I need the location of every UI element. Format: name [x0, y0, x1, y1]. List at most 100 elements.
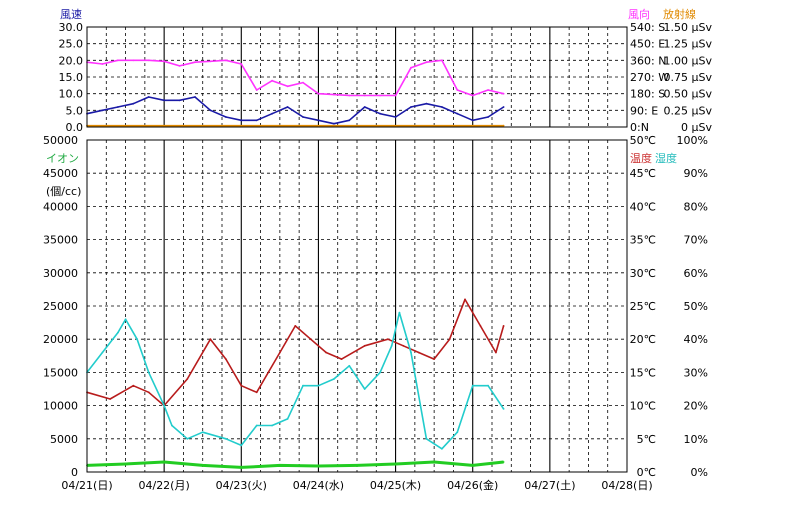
temperature-tick: 20℃ [630, 333, 656, 346]
series-point-bottom-2 [390, 344, 393, 347]
temperature-tick: 50℃ [630, 134, 656, 147]
radiation-tick: 0.50 μSv [664, 88, 713, 101]
bottom-panel-grid [87, 140, 627, 472]
wind-speed-tick: 5.0 [66, 104, 84, 117]
wind-dir-title: 風向 [628, 7, 650, 21]
series-point-bottom-2 [136, 338, 139, 341]
series-point-top-1 [394, 94, 397, 97]
series-point-bottom-0 [163, 461, 166, 463]
series-point-top-0 [471, 119, 474, 122]
top-panel-frame [86, 26, 628, 128]
series-point-top-1 [132, 59, 135, 62]
series-point-bottom-0 [279, 464, 281, 467]
x-axis-label: 04/21(日) [61, 479, 112, 492]
series-point-top-1 [209, 60, 212, 63]
series-point-top-1 [147, 59, 150, 62]
wind-dir-tick: 450: E [630, 38, 665, 51]
temperature-tick: 0℃ [637, 466, 656, 479]
series-point-bottom-0 [394, 463, 397, 465]
wind-speed-tick: 25.0 [59, 38, 84, 51]
series-point-bottom-0 [433, 461, 435, 463]
series-point-bottom-2 [201, 431, 204, 434]
temperature-tick: 30℃ [630, 267, 656, 280]
series-point-bottom-2 [171, 424, 173, 427]
series-point-bottom-2 [255, 424, 258, 427]
temperature-tick: 15℃ [630, 366, 656, 379]
series-point-top-0 [163, 99, 166, 102]
series-point-bottom-2 [425, 437, 428, 440]
humidity-tick: 0% [691, 466, 708, 479]
x-axis-label: 04/27(土) [524, 479, 575, 492]
radiation-tick: 0.75 μSv [664, 71, 713, 84]
humidity-tick: 60% [684, 267, 708, 280]
series-point-bottom-1 [309, 338, 312, 341]
wind-dir-tick: 270: W [630, 71, 669, 84]
series-point-bottom-1 [464, 298, 466, 301]
series-point-bottom-0 [317, 465, 320, 467]
series-point-top-0 [240, 119, 243, 122]
top-panel-grid [87, 27, 627, 127]
wind-speed-tick: 10.0 [59, 88, 84, 101]
series-point-bottom-1 [225, 358, 227, 360]
humidity-tick: 10% [684, 433, 708, 446]
ion-tick: 10000 [43, 400, 78, 413]
series-point-top-0 [410, 106, 412, 108]
wind-dir-tick: 90: E [630, 104, 658, 117]
series-point-bottom-1 [363, 344, 366, 347]
humidity-tick: 70% [684, 234, 708, 247]
series-point-bottom-2 [348, 364, 351, 367]
series-line-bottom-1 [86, 298, 505, 407]
temperature-title: 温度 [630, 151, 652, 165]
ion-tick: 40000 [43, 200, 78, 213]
series-point-bottom-1 [255, 391, 258, 394]
series-point-top-1 [255, 89, 258, 91]
series-point-bottom-2 [333, 378, 335, 380]
series-point-top-1 [425, 61, 428, 64]
wind-dir-tick: 540: S [630, 21, 665, 34]
series-point-bottom-1 [495, 351, 497, 354]
series-point-top-0 [178, 99, 181, 102]
wind-speed-tick: 0.0 [66, 121, 84, 134]
wind-dir-tick: 360: N [630, 54, 666, 67]
ion-unit: (個/cc) [46, 185, 81, 198]
humidity-tick: 30% [684, 366, 708, 379]
series-point-top-0 [317, 119, 320, 122]
radiation-tick: 1.25 μSv [664, 38, 713, 51]
x-axis-label: 04/26(金) [447, 478, 498, 492]
series-point-top-1 [487, 89, 489, 91]
series-point-top-0 [425, 102, 428, 105]
series-point-top-1 [302, 81, 304, 84]
wind-speed-tick: 15.0 [59, 71, 84, 84]
series-point-bottom-1 [186, 378, 189, 380]
ion-tick: 20000 [43, 333, 78, 346]
series-point-bottom-1 [502, 325, 505, 327]
humidity-tick: 90% [684, 167, 708, 180]
series-point-bottom-0 [471, 464, 474, 467]
wind-dir-tick: 180: S [630, 88, 665, 101]
series-point-top-1 [441, 59, 443, 62]
x-axis-label: 04/25(木) [370, 479, 421, 492]
radiation-title: 放射線 [663, 7, 696, 21]
temperature-tick: 25℃ [630, 300, 656, 313]
series-point-top-1 [333, 93, 335, 96]
radiation-tick: 1.50 μSv [664, 21, 713, 34]
series-point-top-0 [194, 96, 196, 98]
ion-tick: 25000 [43, 300, 78, 313]
humidity-title: 湿度 [655, 151, 677, 165]
series-point-top-0 [487, 116, 489, 118]
series-point-top-1 [178, 65, 181, 67]
series-point-bottom-2 [456, 431, 459, 434]
series-point-top-0 [394, 116, 397, 118]
humidity-tick: 50% [684, 300, 708, 313]
series-point-bottom-1 [402, 344, 405, 347]
series-layer [86, 59, 505, 469]
series-point-top-0 [456, 112, 459, 115]
series-point-bottom-1 [417, 351, 420, 354]
series-point-top-1 [101, 63, 104, 65]
series-point-bottom-2 [163, 404, 166, 407]
series-point-top-0 [225, 116, 227, 118]
series-point-bottom-2 [240, 444, 243, 447]
series-point-bottom-2 [441, 447, 443, 450]
series-point-bottom-1 [147, 391, 150, 394]
